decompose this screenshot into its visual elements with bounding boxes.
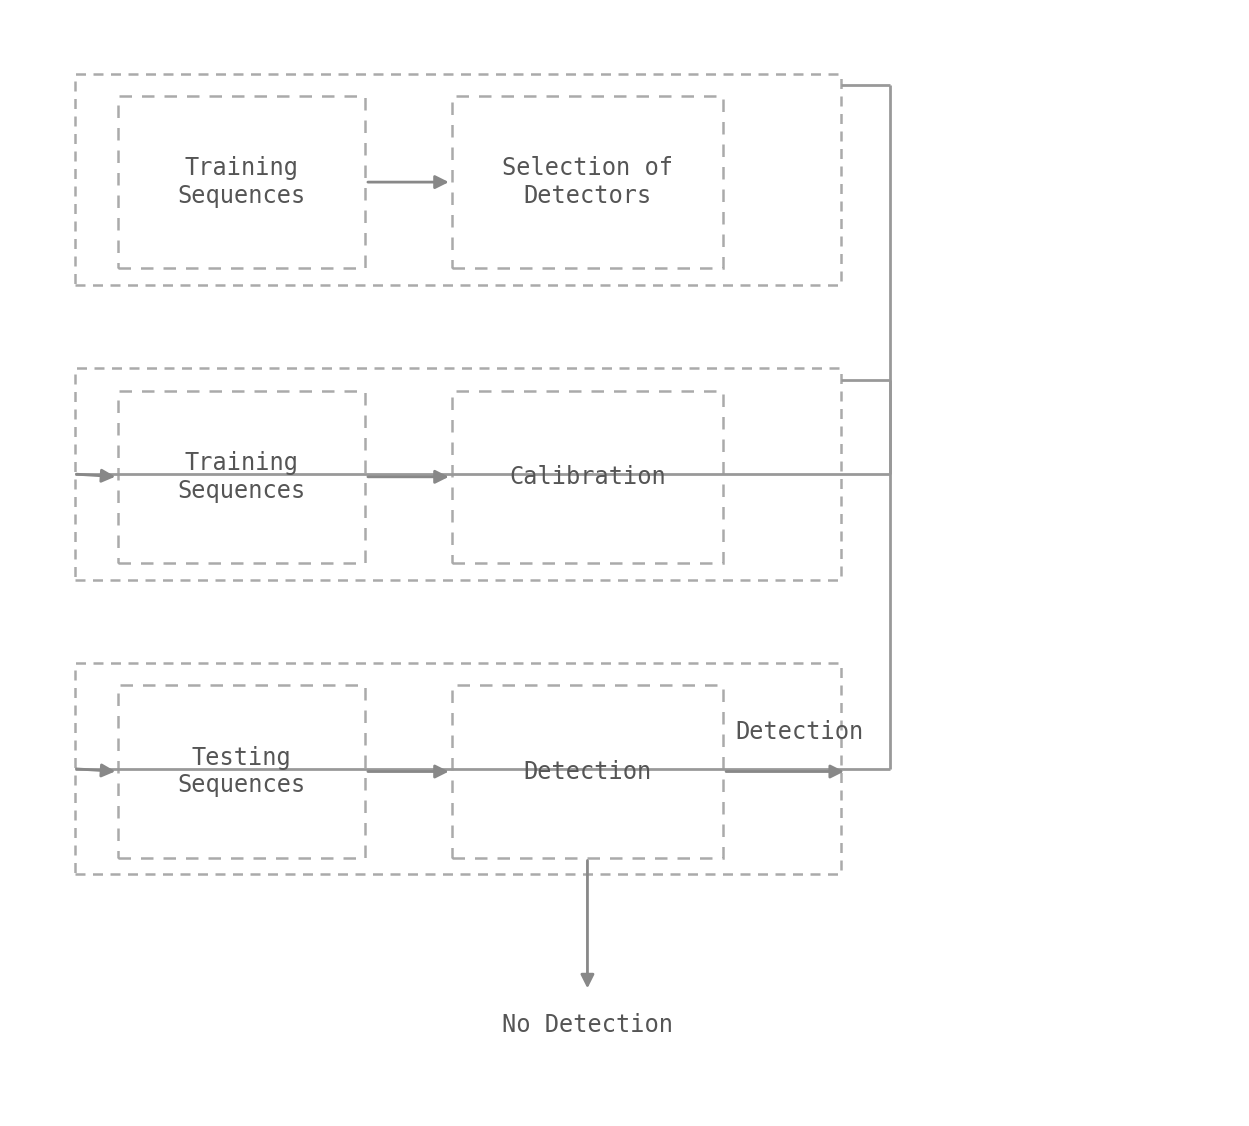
Text: Testing
Sequences: Testing Sequences [177,745,306,797]
FancyBboxPatch shape [452,686,723,858]
Text: Calibration: Calibration [510,465,666,489]
Text: Selection of
Detectors: Selection of Detectors [502,157,673,208]
FancyBboxPatch shape [119,391,365,563]
FancyBboxPatch shape [75,663,841,875]
Text: Detection: Detection [523,760,652,784]
FancyBboxPatch shape [119,686,365,858]
Text: Training
Sequences: Training Sequences [177,450,306,502]
Text: No Detection: No Detection [502,1013,673,1037]
FancyBboxPatch shape [75,73,841,285]
FancyBboxPatch shape [119,96,365,268]
FancyBboxPatch shape [75,368,841,580]
Text: Detection: Detection [736,720,864,743]
Text: Training
Sequences: Training Sequences [177,157,306,208]
FancyBboxPatch shape [452,96,723,268]
FancyBboxPatch shape [452,391,723,563]
